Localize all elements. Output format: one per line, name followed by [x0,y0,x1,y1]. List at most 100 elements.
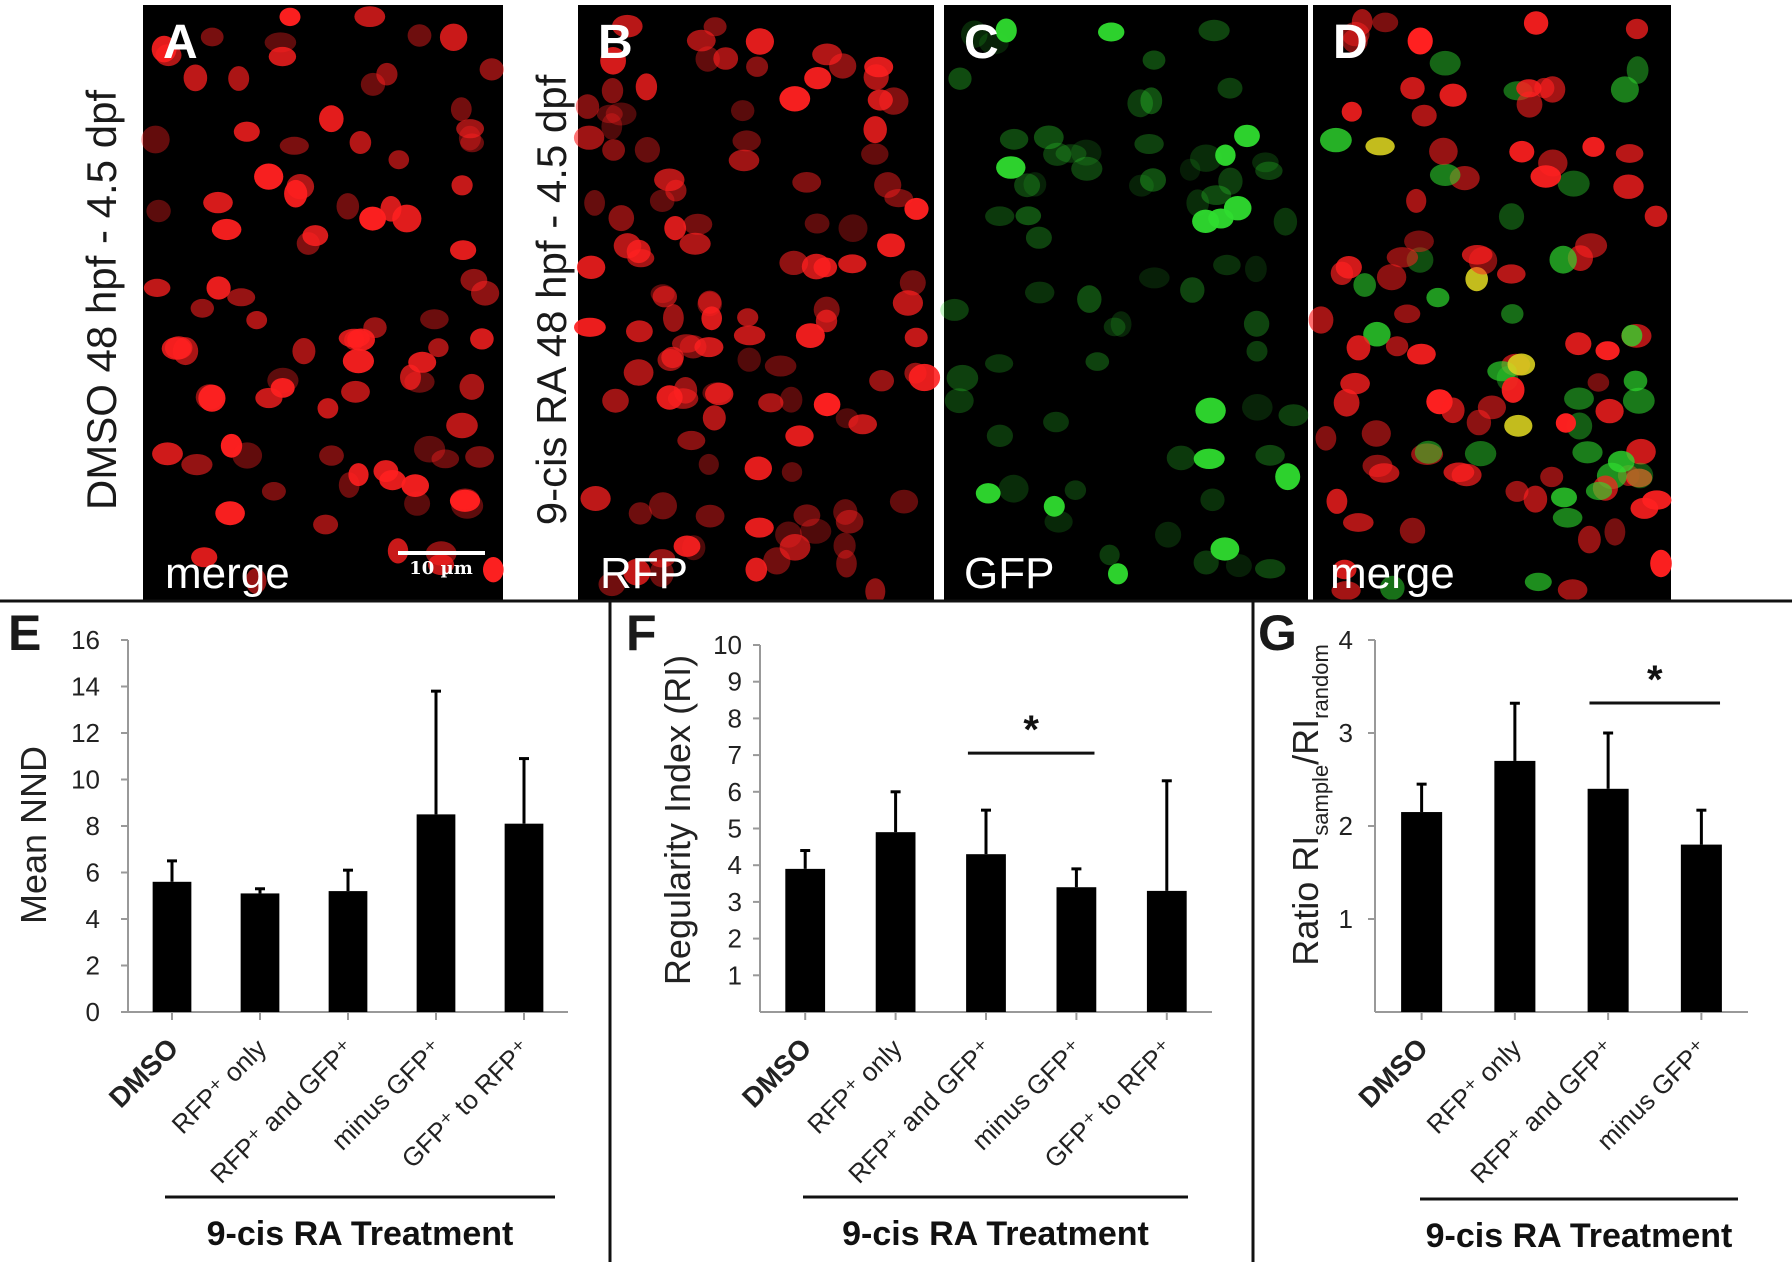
nucleus [1015,206,1042,226]
nucleus [1208,208,1234,229]
chart-g-ylabel-mid: /RI [1285,719,1326,765]
nucleus [439,23,468,51]
bar [966,854,1006,1012]
nucleus [799,518,832,544]
nucleus [793,504,821,527]
nucleus [649,189,675,212]
nucleus [1246,340,1268,362]
nucleus [677,430,706,451]
panel-d-nuclei [1308,9,1672,600]
nucleus [342,348,374,374]
nucleus [804,213,830,234]
nucleus [1604,518,1626,546]
nucleus [1626,462,1654,489]
chart-f: F Regularity Index (RI) 12345678910DMSOR… [626,605,1212,1253]
nucleus [1426,287,1450,308]
nucleus [869,370,894,392]
nucleus [728,149,760,172]
nucleus [1332,559,1357,580]
y-tick-label: 0 [86,997,100,1027]
nucleus [1644,205,1668,227]
nucleus [1193,448,1225,469]
nucleus [763,547,791,575]
nucleus [940,298,969,321]
nucleus [877,233,905,258]
nucleus [975,483,1001,504]
nucleus [835,509,864,534]
nucleus [986,424,1014,447]
nucleus [775,521,802,548]
nucleus [848,414,877,435]
nucleus [649,492,677,520]
nucleus [228,66,250,91]
nucleus [1621,324,1643,347]
nucleus [246,311,268,330]
bar [875,832,916,1012]
nucleus [1363,321,1391,347]
nucleus [1565,332,1592,356]
panel-d: D merge [1308,5,1672,600]
y-tick-label: 1 [728,960,742,990]
nucleus [1407,27,1433,55]
nucleus [1523,11,1549,35]
nucleus [745,517,774,538]
nucleus [313,514,339,535]
nucleus [612,14,643,38]
nucleus [867,89,893,111]
nucleus [1498,203,1525,230]
nucleus [1578,525,1601,554]
nucleus [146,199,171,223]
nucleus [227,288,256,307]
nucleus [1523,485,1548,513]
nucleus [1085,352,1110,371]
nucleus [264,32,297,53]
bar [240,893,280,1012]
nucleus [1210,537,1240,561]
nucleus [764,355,797,377]
bar [152,881,192,1012]
nucleus [1014,173,1041,198]
nucleus [319,105,344,133]
y-tick-label: 6 [86,858,100,888]
nucleus [884,189,913,208]
panel-b-nuclei [573,14,941,600]
nucleus [701,306,722,331]
nucleus [1587,373,1610,392]
nucleus [379,470,406,491]
nucleus [1140,87,1163,115]
nucleus [152,442,183,466]
nucleus [387,538,409,564]
nucleus [602,139,625,161]
nucleus [1166,445,1196,471]
nucleus [450,97,472,122]
nucleus [1365,137,1395,156]
nucleus [450,488,480,510]
nucleus [985,206,1015,226]
nucleus [1626,56,1649,84]
nucleus [838,214,868,242]
bar [1494,760,1536,1012]
bar [1680,844,1722,1012]
nucleus [1557,170,1590,197]
nucleus [865,578,886,600]
nucleus [838,254,867,274]
y-tick-label: 4 [728,850,742,880]
nucleus [388,150,410,170]
nucleus [1155,521,1182,548]
nucleus [1225,554,1252,578]
nucleus [206,276,231,300]
nucleus [191,547,218,568]
nucleus [703,17,727,37]
nucleus [349,131,372,154]
significance-star: * [1023,708,1039,752]
nucleus [623,359,654,386]
nucleus [780,386,803,413]
nucleus [1273,207,1298,236]
nucleus [1190,144,1222,172]
nucleus [1466,409,1492,436]
nucleus [737,308,759,327]
nucleus [1572,441,1603,464]
nucleus [758,393,784,413]
bar [504,823,544,1012]
nucleus [779,250,809,275]
